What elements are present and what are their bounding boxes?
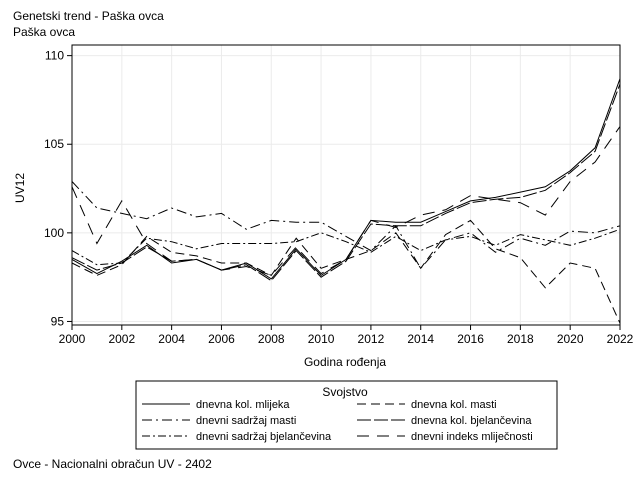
y-tick-label: 110 — [45, 49, 64, 63]
y-tick-label: 105 — [44, 137, 64, 151]
x-tick-label: 2008 — [258, 332, 285, 346]
chart-subtitle: Paška ovca — [13, 25, 76, 39]
x-tick-label: 2020 — [557, 332, 584, 346]
x-tick-label: 2016 — [457, 332, 484, 346]
legend: Svojstvo dnevna kol. mlijeka dnevna kol. … — [135, 380, 558, 450]
gridlines — [71, 45, 621, 325]
legend-label: dnevni indeks mliječnosti — [411, 431, 533, 443]
y-tick-label: 100 — [44, 226, 64, 240]
legend-title: Svojstvo — [322, 385, 368, 399]
y-tick-label: 95 — [51, 314, 65, 328]
series-line-6 — [71, 126, 621, 276]
legend-label: dnevni sadržaj bjelančevina — [196, 431, 332, 443]
x-tick-label: 2022 — [607, 332, 634, 346]
footnote: Ovce - Nacionalni obračun UV - 2402 — [13, 457, 212, 471]
x-tick-label: 2014 — [407, 332, 434, 346]
x-tick-label: 2012 — [358, 332, 385, 346]
legend-items: dnevna kol. mlijeka dnevna kol. masti dnev… — [142, 399, 533, 443]
y-axis: 95 100 105 110 — [44, 49, 72, 328]
legend-label: dnevna kol. bjelančevina — [411, 415, 532, 427]
x-axis: 2000 2002 2004 2006 2008 2010 2012 2014 2016 2018… — [59, 325, 634, 346]
x-tick-label: 2002 — [108, 332, 135, 346]
x-tick-label: 2018 — [507, 332, 534, 346]
series-line-5 — [71, 228, 621, 266]
series-line-2 — [71, 219, 621, 324]
x-axis-label: Godina rođenja — [304, 355, 386, 369]
x-tick-label: 2010 — [308, 332, 335, 346]
plot-frame — [71, 44, 621, 326]
x-tick-label: 2000 — [59, 332, 86, 346]
y-axis-label: UV12 — [13, 173, 27, 203]
x-tick-label: 2004 — [158, 332, 185, 346]
x-tick-label: 2006 — [208, 332, 235, 346]
legend-box — [135, 380, 558, 450]
series-lines — [71, 78, 621, 324]
series-line-4 — [71, 83, 621, 282]
chart-title: Genetski trend - Paška ovca — [13, 9, 164, 23]
legend-label: dnevni sadržaj masti — [196, 415, 296, 427]
legend-label: dnevna kol. masti — [411, 399, 497, 411]
legend-label: dnevna kol. mlijeka — [196, 399, 290, 411]
series-line-3 — [71, 181, 621, 270]
